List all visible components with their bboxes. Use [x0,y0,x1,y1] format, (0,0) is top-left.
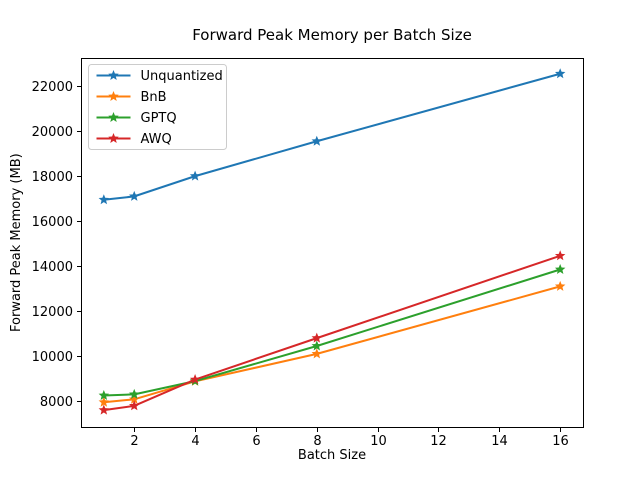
y-tick-label: 20000 [32,125,73,140]
series-marker-awq [311,332,323,343]
series-marker-gptq [129,388,140,399]
x-tick-label: 10 [370,434,387,449]
series-marker-unquantized [98,194,110,205]
series-marker-bnb [311,348,323,359]
chart-title: Forward Peak Memory per Batch Size [192,26,472,44]
y-tick-label: 22000 [32,80,73,95]
series-marker-unquantized [311,135,323,146]
series-marker-awq [129,400,140,411]
legend-label-unquantized: Unquantized [141,69,223,84]
x-tick-label: 12 [430,434,447,449]
legend-label-gptq: GPTQ [141,111,177,126]
y-tick-label: 12000 [32,305,73,320]
series-line-bnb [103,285,561,404]
series-marker-unquantized [554,68,566,79]
x-tick-label: 14 [491,434,508,449]
y-tick-label: 10000 [32,350,73,365]
series-marker-unquantized [129,190,140,201]
series-marker-bnb [98,396,110,407]
series-marker-bnb [554,280,566,291]
x-axis-label: Batch Size [297,448,367,463]
legend-box [88,64,227,150]
x-tick-label: 6 [252,434,260,449]
y-tick-label: 16000 [32,215,73,230]
x-tick-label: 4 [191,434,199,449]
series-marker-gptq [98,390,110,400]
y-tick-label: 18000 [32,170,73,185]
series-marker-awq [554,250,566,261]
x-tick-label: 2 [130,434,138,449]
legend-marker [108,112,119,122]
series-marker-gptq [554,264,566,274]
axes-frame [81,58,584,428]
y-tick-label: 14000 [32,260,73,275]
legend-label-bnb: BnB [141,90,167,105]
y-tick-label: 8000 [40,395,73,410]
series-marker-bnb [129,393,140,404]
series-marker-awq [189,374,201,384]
legend-label-awq: AWQ [141,132,172,147]
series-marker-gptq [311,340,323,351]
series-marker-unquantized [189,170,201,181]
legend-marker [108,91,119,101]
x-tick-label: 8 [313,434,321,449]
series-marker-awq [98,404,110,415]
x-tick-label: 16 [552,434,569,449]
legend-marker [108,70,119,80]
y-axis-label: Forward Peak Memory (MB) [9,153,24,332]
legend-marker [108,133,119,143]
